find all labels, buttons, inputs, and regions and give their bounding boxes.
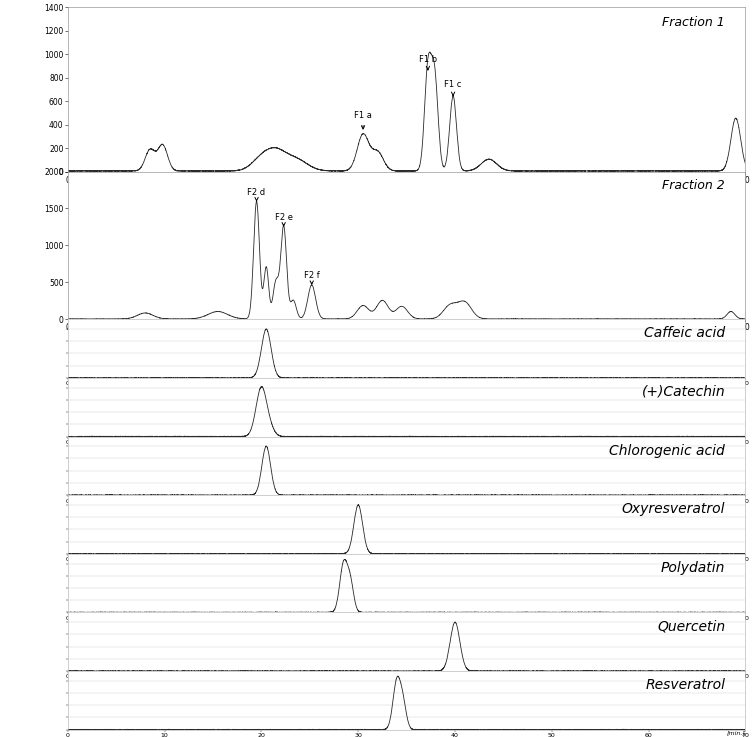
Text: F1 c: F1 c [444, 80, 462, 96]
Text: Resveratrol: Resveratrol [645, 678, 725, 692]
Text: Oxyresveratrol: Oxyresveratrol [622, 502, 725, 516]
Text: Quercetin: Quercetin [657, 619, 725, 633]
Text: Fraction 2: Fraction 2 [663, 179, 725, 192]
Text: Caffeic acid: Caffeic acid [644, 326, 725, 340]
Text: F1 a: F1 a [354, 111, 372, 129]
Text: [min.]: [min.] [727, 437, 745, 442]
Text: [min.]: [min.] [727, 496, 745, 500]
Text: [min.]: [min.] [723, 173, 745, 182]
Text: [min.]: [min.] [727, 730, 745, 736]
Text: [min.]: [min.] [723, 321, 745, 329]
Text: F1 b: F1 b [419, 55, 437, 70]
Text: Polydatin: Polydatin [661, 561, 725, 575]
Text: [min.]: [min.] [727, 671, 745, 677]
Text: [min.]: [min.] [727, 613, 745, 618]
Text: [min.]: [min.] [727, 379, 745, 383]
Text: F2 e: F2 e [275, 213, 293, 226]
Text: (+)Catechin: (+)Catechin [642, 385, 725, 399]
Text: Fraction 1: Fraction 1 [663, 15, 725, 29]
Text: F2 d: F2 d [248, 189, 266, 200]
Text: [min.]: [min.] [727, 554, 745, 559]
Text: Chlorogenic acid: Chlorogenic acid [609, 444, 725, 458]
Text: F2 f: F2 f [304, 271, 319, 284]
